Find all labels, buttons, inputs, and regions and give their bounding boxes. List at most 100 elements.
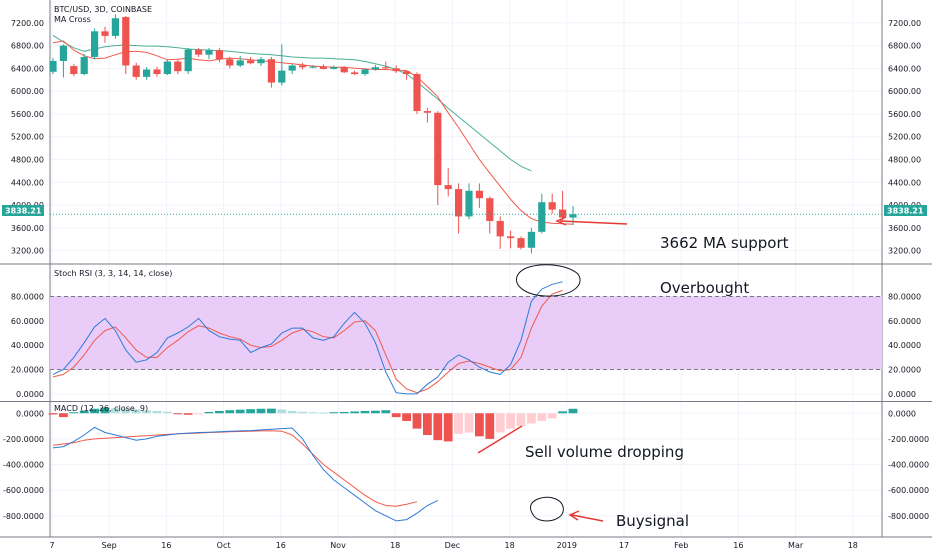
y-tick-label-right: 6400.00: [888, 64, 921, 73]
y-tick-label-left: 60.0000: [11, 317, 44, 326]
y-tick-label-left: -400.0000: [3, 461, 44, 470]
macd-histogram-bar: [547, 413, 557, 419]
macd-histogram-bar: [48, 413, 58, 415]
y-tick-label-right: 3200.00: [888, 247, 921, 256]
candle-body: [434, 112, 442, 186]
macd-histogram-bar: [527, 413, 536, 424]
y-tick-label-left: 6400.00: [11, 64, 44, 73]
macd-histogram-bar: [495, 413, 505, 433]
y-tick-label-right: -600.0000: [888, 486, 929, 495]
y-tick-label-right: 4400.00: [888, 178, 921, 187]
y-tick-label-right: 5200.00: [888, 133, 921, 142]
x-tick-label: 16: [161, 541, 171, 550]
macd-series: [52, 426, 439, 522]
support-arrow-shaft: [559, 220, 628, 225]
candle-body: [559, 209, 567, 218]
macd-histogram-bar: [423, 413, 432, 436]
price-tag-right-bg: [884, 205, 927, 216]
macd-signal-series: [52, 430, 418, 507]
sell-volume-annotation: Sell volume dropping: [525, 443, 684, 461]
y-tick-label-left: 5200.00: [11, 133, 44, 142]
macd-histogram-bar: [568, 408, 578, 414]
overbought-circle: [515, 264, 581, 297]
macd-histogram-bar: [412, 413, 422, 429]
candle-body: [465, 190, 473, 217]
x-tick-label: 16: [276, 541, 286, 550]
candle-body: [247, 60, 255, 64]
y-tick-label-right: 5600.00: [888, 110, 921, 119]
price-tag-left: 3838.21: [2, 205, 44, 216]
candle-body: [101, 31, 109, 36]
candle-body: [413, 74, 421, 112]
candle-body: [91, 31, 99, 57]
x-tick-label: 18: [505, 541, 515, 550]
macd-histogram-bar: [485, 413, 495, 439]
macd-pane[interactable]: [48, 407, 578, 522]
macd-histogram-bar: [287, 410, 297, 414]
pane-separators: [0, 0, 932, 538]
macd-histogram-bar: [391, 413, 401, 418]
y-tick-label-right: 20.0000: [888, 366, 921, 375]
macd-histogram-bar: [454, 413, 463, 434]
macd-histogram-bar: [225, 410, 235, 414]
x-tick-label: 7: [49, 541, 54, 550]
macd-histogram-bar: [360, 410, 370, 414]
candle-body: [382, 67, 390, 69]
macd-histogram-bar: [558, 411, 567, 414]
sell-volume-trendline: [477, 425, 523, 454]
y-tick-label-left: 3600.00: [11, 224, 44, 233]
macd-histogram: [48, 407, 578, 442]
macd-histogram-bar: [111, 408, 120, 414]
macd-histogram-bar: [506, 413, 515, 429]
price-tag-left-text: 3838.21: [5, 207, 42, 216]
macd-histogram-bar: [537, 413, 547, 421]
stoch-rsi-pane[interactable]: [50, 281, 882, 395]
candle-body: [403, 71, 411, 75]
y-tick-label-left: 6000.00: [11, 87, 44, 96]
stoch-k-series: [52, 281, 563, 395]
candle-body: [423, 111, 431, 113]
macd-histogram-bar: [464, 413, 474, 433]
stoch-d-line: [52, 289, 563, 394]
y-tick-label-right: 60.0000: [888, 317, 921, 326]
stoch-rsi-label: Stoch RSI (3, 3, 14, 14, close): [54, 269, 172, 278]
macd-histogram-bar: [194, 413, 203, 415]
stoch-band: [50, 295, 882, 371]
macd-histogram-bar: [59, 413, 68, 418]
y-tick-label-left: 20.0000: [11, 366, 44, 375]
y-tick-label-left: -800.0000: [3, 512, 44, 521]
macd-histogram-bar: [350, 411, 359, 414]
buy-signal-annotation: Buysignal: [616, 512, 689, 530]
price-tag-right: 3838.21: [884, 205, 927, 216]
macd-histogram-bar: [79, 410, 89, 414]
x-tick-label: Nov: [330, 541, 346, 550]
macd-histogram-bar: [100, 407, 110, 414]
y-tick-label-left: 80.0000: [11, 292, 44, 301]
macd-histogram-bar: [381, 410, 391, 414]
macd-histogram-bar: [298, 411, 307, 414]
macd-line: [52, 426, 439, 522]
support-arrow-head: [555, 216, 567, 226]
candle-body: [257, 59, 265, 64]
macd-histogram-bar: [142, 410, 151, 414]
macd-histogram-bar: [173, 413, 183, 415]
stoch-d-series: [52, 289, 563, 394]
macd-histogram-bar: [163, 411, 172, 414]
overbought-annotation: Overbought: [660, 279, 749, 297]
y-tick-label-right: 0.0000: [888, 390, 916, 399]
x-tick-label: 18: [390, 541, 400, 550]
macd-histogram-bar: [235, 409, 245, 414]
macd-histogram-bar: [69, 412, 79, 414]
candle-body: [49, 60, 57, 72]
macd-histogram-bar: [402, 413, 411, 421]
x-tick-label: 2019: [557, 541, 577, 550]
macd-signal-line: [52, 430, 418, 507]
candle-body: [371, 67, 379, 70]
candle-body: [455, 189, 463, 217]
price-pane[interactable]: [49, 14, 882, 254]
y-tick-label-right: -800.0000: [888, 512, 929, 521]
y-tick-label-right: 7200.00: [888, 19, 921, 28]
x-tick-label: Sep: [102, 541, 117, 550]
candle-body: [319, 66, 327, 69]
